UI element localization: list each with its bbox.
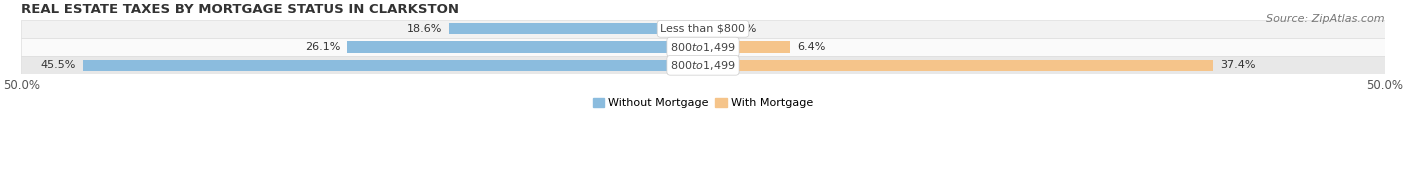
FancyBboxPatch shape <box>21 56 1385 74</box>
Text: 0.83%: 0.83% <box>721 24 756 34</box>
Text: Less than $800: Less than $800 <box>661 24 745 34</box>
Text: 6.4%: 6.4% <box>797 42 825 52</box>
Bar <box>703 23 714 34</box>
Bar <box>347 41 703 53</box>
FancyBboxPatch shape <box>21 38 1385 56</box>
Text: $800 to $1,499: $800 to $1,499 <box>671 59 735 72</box>
Bar <box>450 23 703 34</box>
Text: 26.1%: 26.1% <box>305 42 340 52</box>
Legend: Without Mortgage, With Mortgage: Without Mortgage, With Mortgage <box>593 98 813 108</box>
Text: REAL ESTATE TAXES BY MORTGAGE STATUS IN CLARKSTON: REAL ESTATE TAXES BY MORTGAGE STATUS IN … <box>21 3 460 16</box>
FancyBboxPatch shape <box>21 20 1385 38</box>
Text: 45.5%: 45.5% <box>41 60 76 70</box>
Bar <box>703 60 1213 71</box>
Text: $800 to $1,499: $800 to $1,499 <box>671 41 735 54</box>
Text: Source: ZipAtlas.com: Source: ZipAtlas.com <box>1267 14 1385 24</box>
Text: 18.6%: 18.6% <box>408 24 443 34</box>
Text: 37.4%: 37.4% <box>1220 60 1256 70</box>
Bar <box>83 60 703 71</box>
Bar <box>703 41 790 53</box>
